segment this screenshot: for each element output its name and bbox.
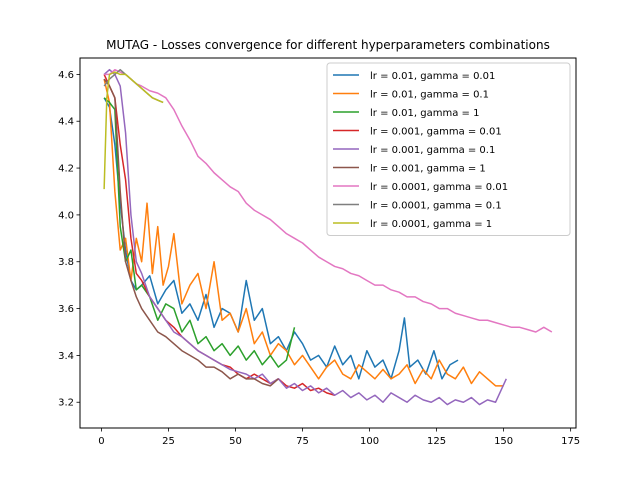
legend-label-9: lr = 0.0001, gamma = 1 xyxy=(370,219,492,230)
y-tick-label: 3.4 xyxy=(58,351,74,362)
series-line-9 xyxy=(103,71,164,190)
y-axis: 3.2 3.4 3.6 3.8 4.0 4.2 4.4 4.6 xyxy=(58,70,80,409)
x-tick-label: 100 xyxy=(360,436,379,447)
legend-label-1: lr = 0.01, gamma = 0.01 xyxy=(370,71,495,82)
chart-title: MUTAG - Losses convergence for different… xyxy=(106,38,550,52)
y-tick-label: 3.2 xyxy=(58,398,74,409)
legend-box xyxy=(326,62,571,236)
y-tick-label: 4.4 xyxy=(58,117,74,128)
series-line-5 xyxy=(103,68,507,406)
y-tick-label: 4.2 xyxy=(58,164,74,175)
legend-label-2: lr = 0.01, gamma = 0.1 xyxy=(370,90,489,101)
series-line-6 xyxy=(103,78,279,387)
y-tick-label: 4.0 xyxy=(58,210,74,221)
series-line-7 xyxy=(104,68,553,333)
y-tick-label: 3.6 xyxy=(58,304,74,315)
series-line-1 xyxy=(103,97,459,380)
x-axis: 0 25 50 75 100 125 150 175 xyxy=(98,428,580,447)
y-tick-label: 3.8 xyxy=(58,257,74,268)
legend-label-7: lr = 0.0001, gamma = 0.01 xyxy=(370,182,508,193)
series-line-2 xyxy=(103,78,504,387)
series-line-3 xyxy=(103,97,296,368)
x-tick-label: 50 xyxy=(229,436,242,447)
x-tick-label: 125 xyxy=(427,436,446,447)
legend-label-3: lr = 0.01, gamma = 1 xyxy=(370,108,479,119)
legend-label-4: lr = 0.001, gamma = 0.01 xyxy=(370,127,502,138)
x-tick-label: 175 xyxy=(561,436,580,447)
x-tick-label: 0 xyxy=(98,436,104,447)
legend-label-5: lr = 0.001, gamma = 0.1 xyxy=(370,145,495,156)
legend-label-6: lr = 0.001, gamma = 1 xyxy=(370,164,486,175)
x-tick-label: 75 xyxy=(296,436,309,447)
legend: lr = 0.01, gamma = 0.01 lr = 0.01, gamma … xyxy=(326,62,571,236)
x-tick-label: 25 xyxy=(162,436,175,447)
plot-frame xyxy=(79,57,577,429)
y-tick-label: 4.6 xyxy=(58,70,74,81)
x-tick-label: 150 xyxy=(494,436,513,447)
legend-label-8: lr = 0.0001, gamma = 0.1 xyxy=(370,201,502,212)
